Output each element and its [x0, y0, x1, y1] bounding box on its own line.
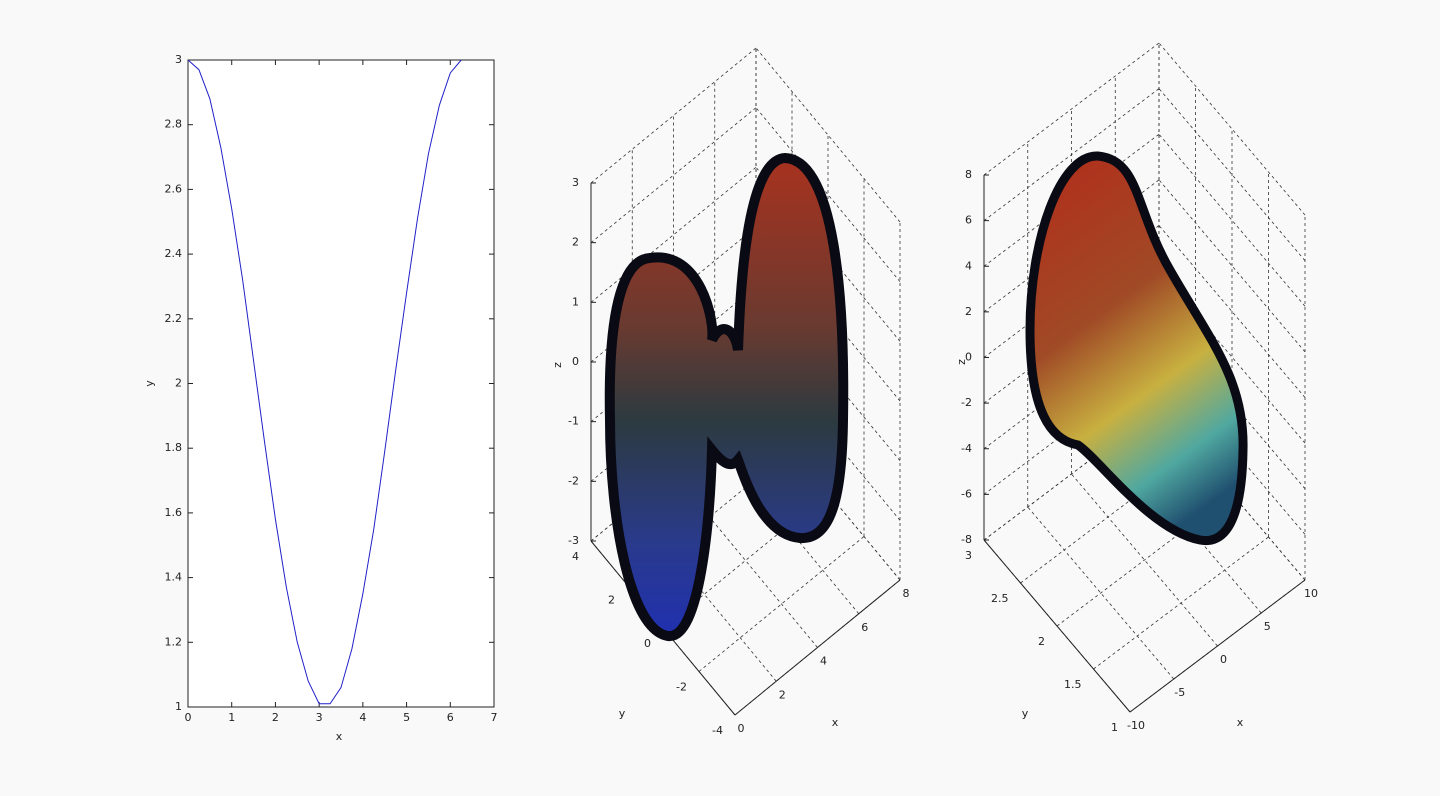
z-tick-label: -2 — [961, 396, 972, 409]
y-tick-label: 3 — [175, 53, 182, 66]
x-tick-label: 4 — [359, 711, 366, 724]
x-axis-label: x — [336, 730, 343, 743]
y-tick-label: 1.2 — [165, 635, 183, 648]
x-tick-label: -5 — [1174, 686, 1185, 699]
z-tick-label: -3 — [568, 534, 579, 547]
y-tick-label: 2.2 — [165, 312, 183, 325]
x-axis-label: x — [832, 716, 839, 729]
x-tick-label: 0 — [738, 722, 745, 735]
y-tick-label: 0 — [644, 637, 651, 650]
grid-line — [755, 107, 901, 282]
grid-line — [1158, 42, 1306, 216]
y-axis-label: y — [619, 707, 626, 720]
y-tick-label: 2.4 — [165, 247, 183, 260]
surface — [1025, 151, 1248, 546]
y-tick-label: 1.5 — [1064, 678, 1082, 691]
x-axis — [1129, 579, 1306, 713]
y-tick-label: 2.8 — [165, 118, 183, 131]
z-tick-label: -6 — [961, 487, 972, 500]
x-tick-label: 2 — [779, 688, 786, 701]
y-tick-label: 4 — [572, 550, 579, 563]
x-tick-label: 1 — [228, 711, 235, 724]
surface — [604, 152, 849, 641]
z-tick-label: 1 — [572, 295, 579, 308]
y-tick-label: 2 — [1038, 635, 1045, 648]
x-tick-label: 2 — [272, 711, 279, 724]
x-axis-label: x — [1237, 716, 1244, 729]
x-tick-label: 7 — [491, 711, 498, 724]
x-tick-label: 0 — [1220, 653, 1227, 666]
y-tick-label: 2 — [175, 377, 182, 390]
y-tick-label: 2 — [608, 594, 615, 607]
x-tick-label: 6 — [861, 621, 868, 634]
plot-area — [187, 59, 495, 708]
z-axis-label: z — [551, 362, 564, 368]
grid-line — [983, 42, 1160, 176]
x-tick-label: 10 — [1304, 587, 1318, 600]
x-tick-label: 0 — [185, 711, 192, 724]
y-tick-label: -4 — [712, 724, 723, 737]
z-tick-label: 0 — [572, 355, 579, 368]
y-tick-label: 1 — [1111, 721, 1118, 734]
grid-line — [983, 88, 1160, 221]
y-tick-label: 1.6 — [165, 506, 183, 519]
y-tick-label: 2.5 — [991, 592, 1009, 605]
z-tick-label: 3 — [572, 176, 579, 189]
z-tick-label: 4 — [965, 259, 972, 272]
z-tick-label: -8 — [961, 533, 972, 546]
grid-line — [1158, 225, 1306, 398]
grid-line — [1093, 536, 1269, 670]
y-axis-label: y — [143, 380, 156, 387]
y-tick-label: 1.8 — [165, 441, 183, 454]
grid-line — [755, 47, 901, 223]
x-tick-label: 6 — [447, 711, 454, 724]
surfaces — [604, 151, 1248, 641]
y-tick-label: 3 — [965, 549, 972, 562]
z-tick-label: -1 — [568, 415, 579, 428]
z-tick-label: 6 — [965, 214, 972, 227]
x-tick-label: 5 — [403, 711, 410, 724]
x-tick-label: 4 — [820, 655, 827, 668]
x-tick-label: 8 — [903, 587, 910, 600]
x-axis — [734, 579, 901, 716]
z-tick-label: -2 — [568, 474, 579, 487]
grid-line — [590, 107, 757, 243]
grid-line — [1158, 179, 1306, 353]
y-tick-label: 1 — [175, 700, 182, 713]
grid-line — [1158, 88, 1306, 261]
y-tick-label: -2 — [676, 681, 687, 694]
x-tick-label: -10 — [1127, 719, 1145, 732]
y-axis-label: y — [1022, 707, 1029, 720]
grid-line — [1027, 506, 1175, 680]
z-tick-label: 8 — [965, 168, 972, 181]
y-tick-label: 1.4 — [165, 571, 183, 584]
z-tick-label: 2 — [965, 305, 972, 318]
z-axis-label: z — [955, 359, 968, 365]
x-tick-label: 3 — [316, 711, 323, 724]
x-tick-label: 5 — [1264, 620, 1271, 633]
z-tick-label: 2 — [572, 236, 579, 249]
z-tick-label: 0 — [965, 351, 972, 364]
z-tick-label: -4 — [961, 442, 972, 455]
y-axis — [983, 539, 1131, 713]
grid-line — [1158, 133, 1306, 307]
line-series — [187, 59, 462, 705]
y-tick-label: 2.6 — [165, 182, 183, 195]
grid-line — [1071, 473, 1218, 647]
